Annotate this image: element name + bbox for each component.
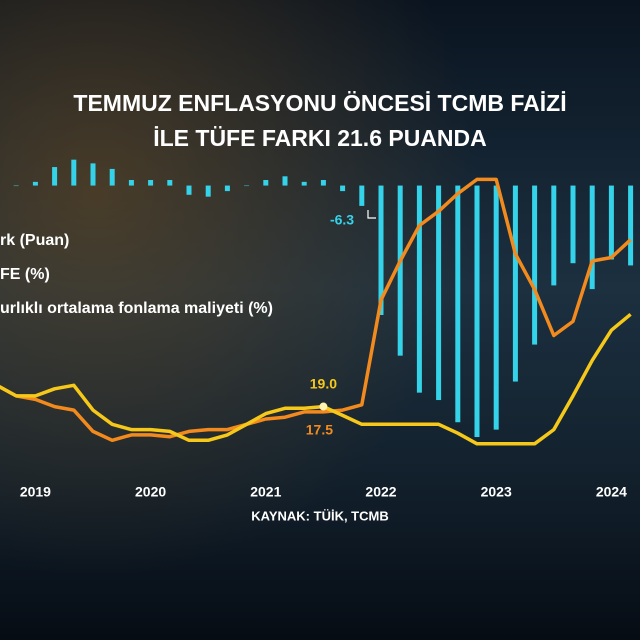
bar — [436, 185, 442, 401]
annotation: 19.0 — [310, 376, 337, 392]
bar — [532, 185, 538, 345]
bar — [493, 185, 499, 430]
annotation-dot — [319, 402, 328, 411]
bar — [474, 185, 480, 438]
bar — [128, 180, 134, 186]
bar — [263, 180, 269, 186]
bar — [340, 185, 346, 192]
bar — [244, 185, 250, 187]
bar — [90, 163, 96, 186]
chart-subtitle: İLE TÜFE FARKI 21.6 PUANDA — [153, 125, 487, 151]
line — [0, 312, 632, 446]
bar — [589, 185, 595, 290]
x-tick-label: 2021 — [250, 484, 281, 500]
x-tick-label: 2019 — [20, 484, 51, 500]
bar — [397, 185, 403, 356]
bar — [551, 185, 557, 286]
chart-title: TEMMUZ ENFLASYONU ÖNCESİ TCMB FAİZİ — [73, 90, 566, 116]
x-tick-label: 2024 — [596, 484, 627, 500]
annotation-bracket — [367, 210, 376, 219]
bar — [570, 185, 576, 264]
source: KAYNAK: TÜİK, TCMB — [251, 508, 388, 523]
bar — [167, 180, 173, 186]
bar — [13, 185, 19, 187]
bar — [32, 181, 38, 186]
bar — [320, 180, 326, 186]
bar — [416, 185, 422, 393]
legend-label: rk (Puan) — [0, 232, 69, 249]
bar — [205, 185, 211, 197]
bar — [512, 185, 518, 382]
legend-label: urlıklı ortalama fonlama maliyeti (%) — [0, 300, 273, 317]
x-tick-label: 2022 — [365, 484, 396, 500]
bar — [52, 167, 58, 186]
bar — [455, 185, 461, 423]
legend-label: FE (%) — [0, 266, 50, 283]
bar — [224, 185, 230, 192]
bar — [148, 180, 154, 186]
bar — [282, 176, 288, 186]
bar — [628, 185, 634, 266]
line — [0, 177, 632, 443]
bar — [301, 181, 307, 186]
annotation: -6.3 — [330, 212, 354, 228]
bar — [608, 185, 614, 260]
annotation: 17.5 — [306, 422, 333, 438]
x-tick-label: 2023 — [481, 484, 512, 500]
bar — [109, 168, 115, 186]
bar — [359, 185, 365, 206]
bar — [186, 185, 192, 195]
bar — [378, 185, 384, 315]
bar — [71, 159, 77, 186]
x-tick-label: 2020 — [135, 484, 166, 500]
